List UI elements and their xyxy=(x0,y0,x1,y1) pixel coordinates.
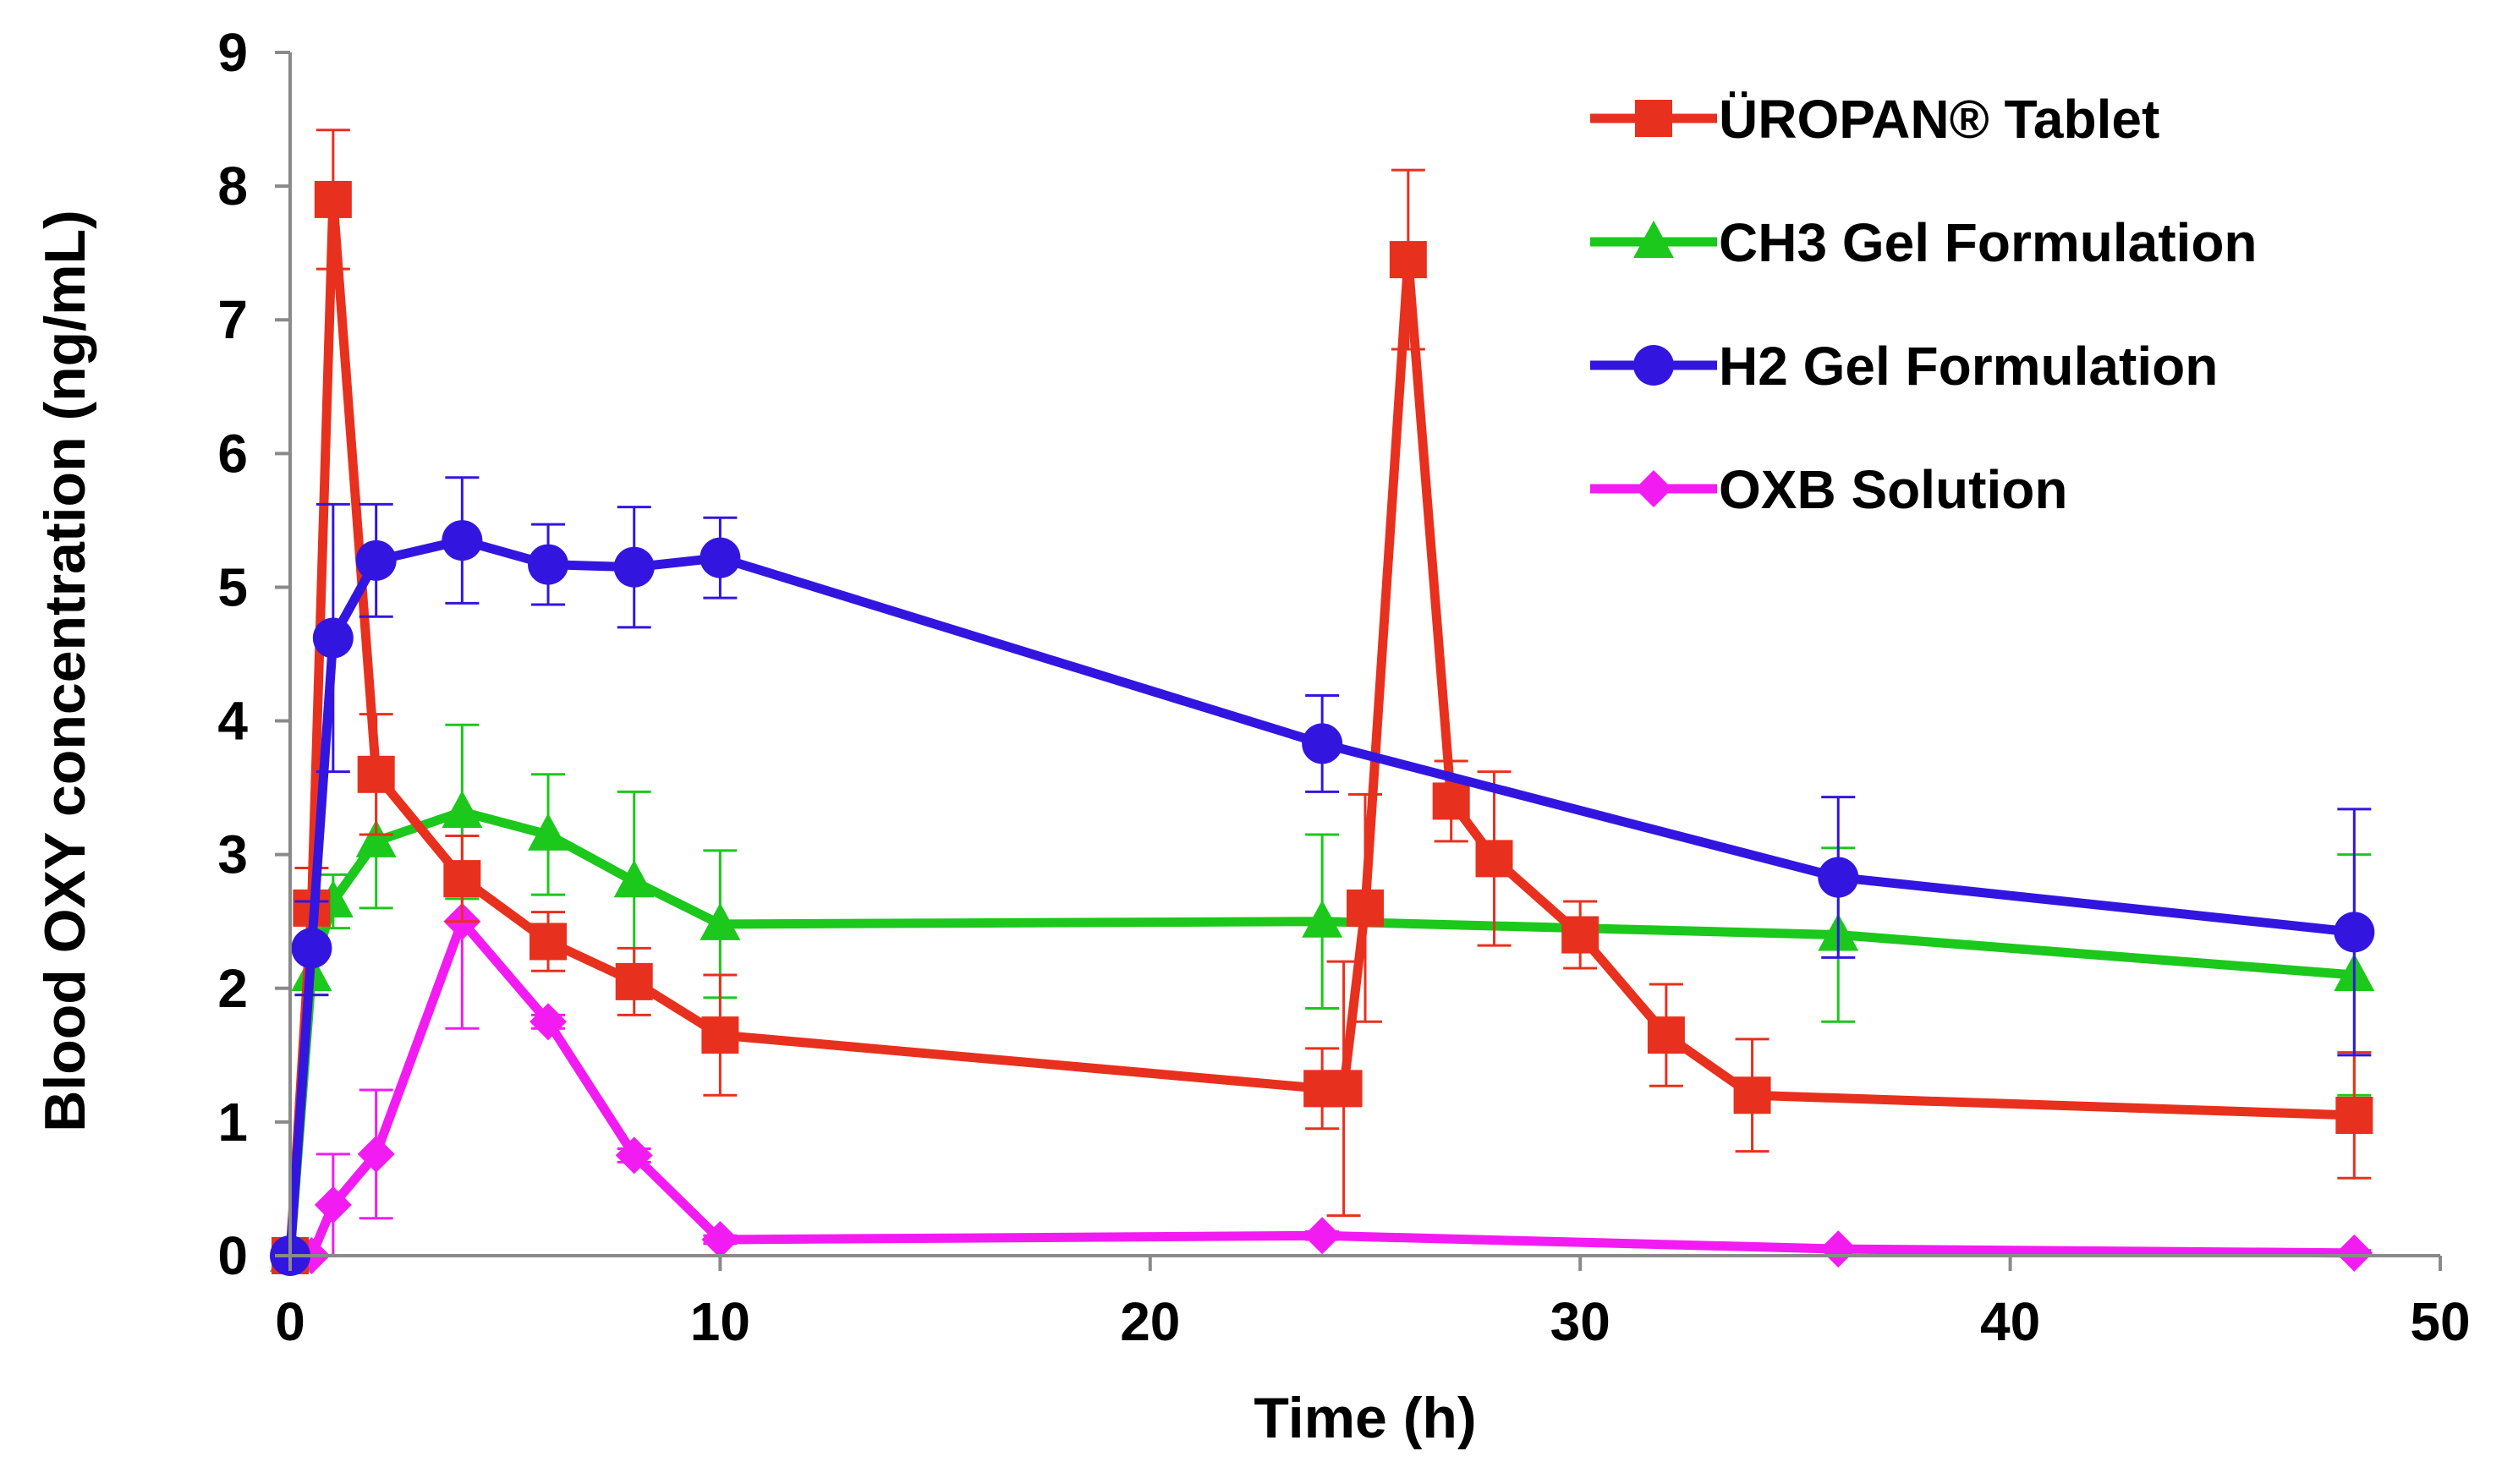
data-point xyxy=(357,1135,395,1173)
x-tick-label: 40 xyxy=(1980,1291,2040,1352)
data-point xyxy=(2335,1096,2373,1134)
x-tick-label: 10 xyxy=(690,1291,750,1352)
data-point xyxy=(1647,1016,1685,1054)
data-point xyxy=(1303,1217,1342,1255)
x-axis-title: Time (h) xyxy=(1254,1386,1476,1450)
data-point xyxy=(701,1016,739,1054)
y-tick-label: 9 xyxy=(217,22,248,83)
y-tick-label: 2 xyxy=(217,958,248,1019)
x-tick-label: 20 xyxy=(1120,1291,1180,1352)
legend-swatch-marker xyxy=(1635,100,1672,137)
y-tick-label: 6 xyxy=(217,423,248,484)
legend-item-h2-gel-formulation: H2 Gel Formulation xyxy=(1590,336,2218,397)
data-point xyxy=(1302,900,1343,938)
data-point xyxy=(291,928,332,969)
data-point xyxy=(442,790,483,829)
data-point xyxy=(1389,241,1427,279)
legend-item-ropan-tablet: ÜROPAN® Tablet xyxy=(1590,89,2159,150)
y-tick-label: 1 xyxy=(217,1092,248,1153)
data-point xyxy=(312,617,354,659)
legend-swatch-marker xyxy=(1633,220,1674,258)
y-tick-label: 0 xyxy=(217,1225,248,1286)
legend-item-ch3-gel-formulation: CH3 Gel Formulation xyxy=(1590,212,2258,273)
legend-label: OXB Solution xyxy=(1719,459,2067,520)
legend-swatch-marker xyxy=(1633,345,1674,386)
data-point xyxy=(613,546,655,588)
x-tick-label: 0 xyxy=(275,1291,305,1352)
data-point xyxy=(700,902,741,940)
data-point xyxy=(615,1136,653,1175)
data-point xyxy=(443,860,481,898)
legend: ÜROPAN® Tablet CH3 Gel Formulation H2 Gel … xyxy=(1590,89,2258,520)
data-point xyxy=(528,813,569,851)
data-point xyxy=(1475,840,1513,878)
y-tick-label: 4 xyxy=(217,691,248,752)
data-point xyxy=(355,819,397,857)
data-point xyxy=(529,923,568,961)
data-point xyxy=(1733,1076,1771,1114)
data-point xyxy=(355,539,397,581)
axes: 0 10 20 30 40 50 0 1 2 3 4 5 6 7 8 9 xyxy=(217,22,2470,1352)
legend-item-oxb-solution: OXB Solution xyxy=(1590,459,2067,520)
y-tick-label: 5 xyxy=(217,556,248,617)
data-point xyxy=(1818,857,1859,898)
data-point xyxy=(314,180,352,218)
data-point xyxy=(613,859,655,898)
legend-swatch-marker xyxy=(1635,470,1672,507)
data-point xyxy=(701,1221,739,1259)
x-tick-label: 50 xyxy=(2410,1291,2470,1352)
data-point xyxy=(1819,1230,1857,1268)
y-tick-label: 7 xyxy=(217,289,248,350)
data-point xyxy=(700,537,741,578)
y-tick-label: 3 xyxy=(217,824,248,885)
data-point xyxy=(529,1003,568,1041)
data-point xyxy=(1432,782,1470,820)
data-point xyxy=(314,1186,352,1224)
data-point xyxy=(615,962,653,1000)
legend-label: H2 Gel Formulation xyxy=(1719,336,2218,397)
legend-label: CH3 Gel Formulation xyxy=(1719,212,2258,273)
data-point xyxy=(1561,916,1599,954)
series-ch3-gel-formulation xyxy=(270,723,2375,1272)
data-point xyxy=(2335,1234,2373,1272)
x-tick-label: 30 xyxy=(1550,1291,1610,1352)
legend-label: ÜROPAN® Tablet xyxy=(1719,89,2159,150)
data-point xyxy=(1302,723,1343,764)
data-point xyxy=(1325,1070,1363,1108)
data-point xyxy=(2334,912,2375,953)
data-point xyxy=(357,755,395,793)
data-point xyxy=(442,520,483,561)
data-point xyxy=(528,544,569,585)
y-tick-label: 8 xyxy=(217,156,248,216)
y-axis-title: Blood OXY concentration (ng/mL) xyxy=(33,210,97,1132)
data-point xyxy=(1347,889,1384,927)
plot-area xyxy=(270,129,2375,1276)
